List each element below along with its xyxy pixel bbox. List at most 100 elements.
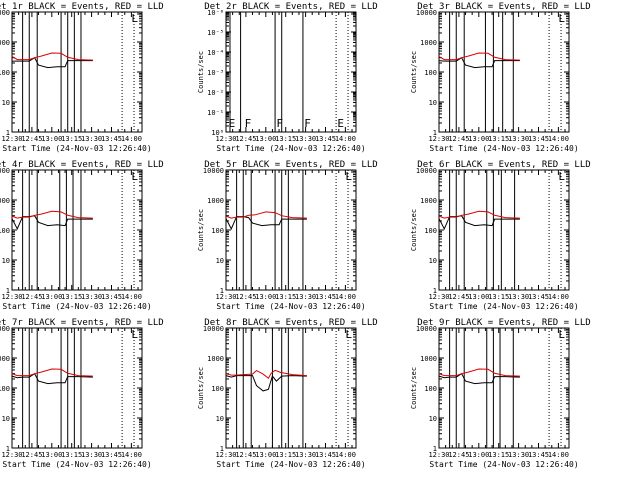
y-tick-label: 10⁰ <box>211 129 224 137</box>
x-tick-label: 14:00 <box>548 135 569 143</box>
lld-rate-line <box>438 52 520 61</box>
y-tick-label: 100 <box>0 227 10 235</box>
panel-8: Det 8r BLACK = Events, RED = LLD 1 10 100 10… <box>197 318 378 469</box>
x-tick-label: 14:00 <box>335 451 356 459</box>
lld-rate-line <box>11 368 93 377</box>
x-tick-label: 13:45 <box>101 451 122 459</box>
x-tick-label: 13:15 <box>488 135 509 143</box>
flag-letter: L <box>558 12 565 25</box>
x-tick-label: 14:00 <box>335 135 356 143</box>
flag-letter: L <box>345 328 352 341</box>
x-tick-label: 13:30 <box>295 293 316 301</box>
x-tick-label: 12:45 <box>448 135 469 143</box>
panel-9: Det 9r BLACK = Events, RED = LLD 1 10 100 10… <box>410 318 591 469</box>
y-tick-label: 1 <box>6 287 10 295</box>
x-tick-label: 13:30 <box>81 293 102 301</box>
x-tick-label: 13:00 <box>255 135 276 143</box>
y-tick-label: 10 <box>2 415 10 423</box>
x-tick-label: 12:30 <box>428 135 449 143</box>
x-tick-label: 12:30 <box>428 293 449 301</box>
y-tick-label: 1 <box>6 129 10 137</box>
x-tick-label: 12:30 <box>215 135 236 143</box>
event-rate-line <box>225 375 307 392</box>
x-tick-label: 13:00 <box>468 451 489 459</box>
x-axis-label: Start Time (24-Nov-03 12:26:40) <box>216 144 365 153</box>
x-tick-label: 12:45 <box>21 451 42 459</box>
y-axis-label: Counts/sec <box>410 51 418 93</box>
y-tick-label: 1000 <box>420 197 437 205</box>
x-tick-label: 13:30 <box>81 135 102 143</box>
flag-letter: L <box>131 12 138 25</box>
x-tick-label: 13:45 <box>315 135 336 143</box>
panel-title: Det 1r BLACK = Events, RED = LLD <box>0 2 164 12</box>
x-tick-label: 13:30 <box>508 135 529 143</box>
x-tick-label: 13:45 <box>528 293 549 301</box>
x-tick-label: 14:00 <box>121 135 142 143</box>
y-tick-label: 100 <box>0 69 10 77</box>
y-tick-label: 10000 <box>416 9 437 17</box>
panel-7: Det 7r BLACK = Events, RED = LLD 1 10 100 10… <box>0 318 164 469</box>
event-rate-line <box>11 372 93 385</box>
x-tick-label: 12:30 <box>428 451 449 459</box>
panel-1: Det 1r BLACK = Events, RED = LLD 1 10 100 10… <box>0 2 164 153</box>
y-tick-label: 10⁻⁶ <box>207 9 224 17</box>
y-tick-label: 1 <box>220 445 224 453</box>
x-tick-label: 13:15 <box>61 451 82 459</box>
y-tick-label: 10000 <box>416 325 437 333</box>
x-tick-label: 13:00 <box>41 293 62 301</box>
y-tick-label: 1000 <box>207 355 224 363</box>
x-tick-label: 13:45 <box>315 451 336 459</box>
y-tick-label: 1 <box>6 445 10 453</box>
x-tick-label: 13:15 <box>488 293 509 301</box>
panel-2: Det 2r BLACK = Events, RED = LLD 10⁰ 10⁻¹ 1… <box>197 2 378 153</box>
x-tick-label: 12:30 <box>1 293 22 301</box>
x-tick-label: 12:45 <box>235 135 256 143</box>
y-tick-label: 10⁻² <box>207 89 224 97</box>
y-tick-label: 10 <box>216 257 224 265</box>
x-tick-label: 14:00 <box>335 293 356 301</box>
x-tick-label: 14:00 <box>121 293 142 301</box>
x-tick-label: 13:00 <box>255 293 276 301</box>
y-tick-label: 1000 <box>420 39 437 47</box>
x-tick-label: 12:45 <box>448 293 469 301</box>
panel-title: Det 4r BLACK = Events, RED = LLD <box>0 160 164 170</box>
panel-5: Det 5r BLACK = Events, RED = LLD 1 10 100 10… <box>197 160 378 311</box>
lld-rate-line <box>11 210 93 219</box>
y-tick-label: 100 <box>424 227 437 235</box>
y-tick-label: 10 <box>2 257 10 265</box>
y-tick-label: 1 <box>220 287 224 295</box>
y-tick-label: 10 <box>216 415 224 423</box>
y-tick-label: 10000 <box>0 167 10 175</box>
event-rate-line <box>12 56 93 69</box>
y-tick-label: 100 <box>211 385 224 393</box>
y-tick-label: 100 <box>424 385 437 393</box>
x-tick-label: 13:00 <box>468 135 489 143</box>
y-tick-label: 10 <box>429 415 437 423</box>
x-tick-label: 13:15 <box>275 451 296 459</box>
x-tick-label: 14:00 <box>548 451 569 459</box>
x-tick-label: 12:30 <box>1 135 22 143</box>
y-axis-label: Counts/sec <box>410 367 418 409</box>
lld-rate-line <box>438 210 520 219</box>
x-axis-label: Start Time (24-Nov-03 12:26:40) <box>2 144 151 153</box>
y-tick-label: 1 <box>433 287 437 295</box>
panel-title: Det 6r BLACK = Events, RED = LLD <box>417 160 590 170</box>
y-tick-label: 10⁻³ <box>207 69 224 77</box>
event-rate-line <box>438 215 520 230</box>
x-axis-label: Start Time (24-Nov-03 12:26:40) <box>216 302 365 311</box>
x-tick-label: 13:15 <box>275 135 296 143</box>
x-tick-label: 13:30 <box>295 451 316 459</box>
lld-rate-line <box>438 368 520 377</box>
x-tick-label: 13:30 <box>295 135 316 143</box>
y-axis-label: Counts/sec <box>197 209 205 251</box>
y-tick-label: 100 <box>211 227 224 235</box>
panel-title: Det 2r BLACK = Events, RED = LLD <box>204 2 377 12</box>
x-tick-label: 13:15 <box>275 293 296 301</box>
y-tick-label: 10⁻⁵ <box>207 29 224 37</box>
x-tick-label: 13:15 <box>61 135 82 143</box>
x-tick-label: 13:00 <box>468 293 489 301</box>
x-tick-label: 13:00 <box>255 451 276 459</box>
flag-letter: L <box>558 328 565 341</box>
x-axis-label: Start Time (24-Nov-03 12:26:40) <box>429 460 578 469</box>
